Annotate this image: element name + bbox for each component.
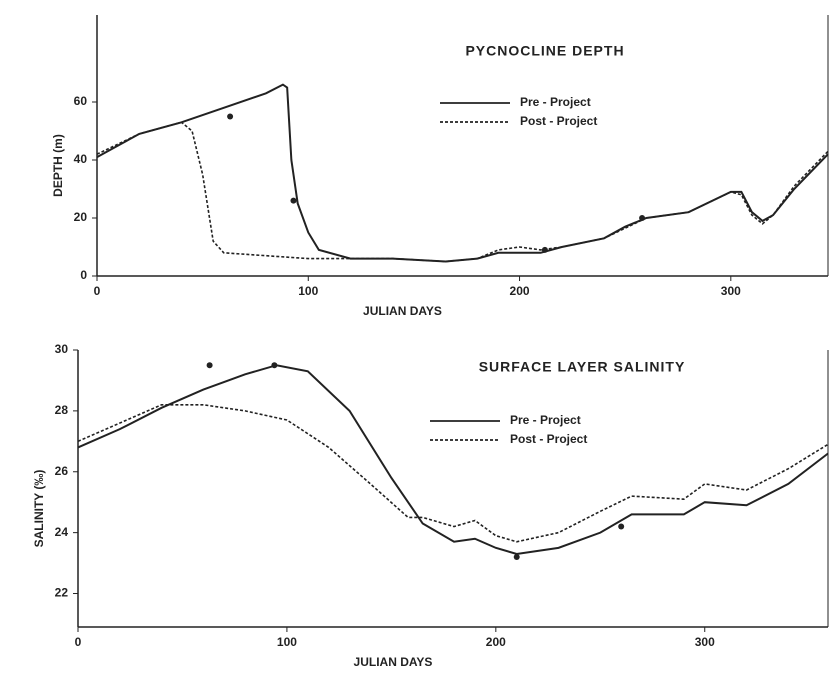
marker bbox=[639, 215, 646, 221]
marker bbox=[618, 523, 625, 530]
x-tick-label: 100 bbox=[298, 284, 318, 298]
y-tick-label: 22 bbox=[55, 586, 69, 600]
y-tick-label: 30 bbox=[55, 342, 69, 356]
y-tick-label: 0 bbox=[80, 268, 87, 282]
x-tick-label: 200 bbox=[510, 284, 530, 298]
x-tick-label: 300 bbox=[695, 635, 715, 649]
x-tick-label: 300 bbox=[721, 284, 741, 298]
y-tick-label: 26 bbox=[55, 464, 69, 478]
legend-label: Post - Project bbox=[520, 114, 597, 128]
chart-title: PYCNOCLINE DEPTH bbox=[465, 43, 624, 59]
marker bbox=[541, 246, 548, 253]
marker bbox=[206, 362, 213, 369]
x-tick-label: 200 bbox=[486, 635, 506, 649]
y-tick-label: 24 bbox=[55, 525, 69, 539]
series-line bbox=[96, 121, 829, 263]
marker bbox=[227, 113, 234, 120]
series-line bbox=[77, 364, 829, 555]
y-tick-label: 60 bbox=[74, 94, 88, 108]
y-axis-label: SALINITY (‰) bbox=[32, 470, 46, 548]
chart-title: SURFACE LAYER SALINITY bbox=[479, 359, 686, 375]
legend-label: Post - Project bbox=[510, 432, 587, 446]
x-tick-label: 0 bbox=[94, 284, 101, 298]
series-line bbox=[77, 403, 829, 543]
y-tick-label: 40 bbox=[74, 152, 88, 166]
y-axis-label: DEPTH (m) bbox=[51, 134, 65, 197]
legend-label: Pre - Project bbox=[520, 95, 591, 109]
y-tick-label: 28 bbox=[55, 403, 69, 417]
x-tick-label: 100 bbox=[277, 635, 297, 649]
x-axis-label: JULIAN DAYS bbox=[354, 655, 433, 669]
series-line bbox=[96, 83, 829, 263]
x-axis-label: JULIAN DAYS bbox=[363, 304, 442, 318]
marker bbox=[290, 197, 297, 204]
x-tick-label: 0 bbox=[75, 635, 82, 649]
y-tick-label: 20 bbox=[74, 210, 88, 224]
marker bbox=[271, 362, 278, 369]
marker bbox=[513, 553, 520, 560]
legend-label: Pre - Project bbox=[510, 413, 581, 427]
